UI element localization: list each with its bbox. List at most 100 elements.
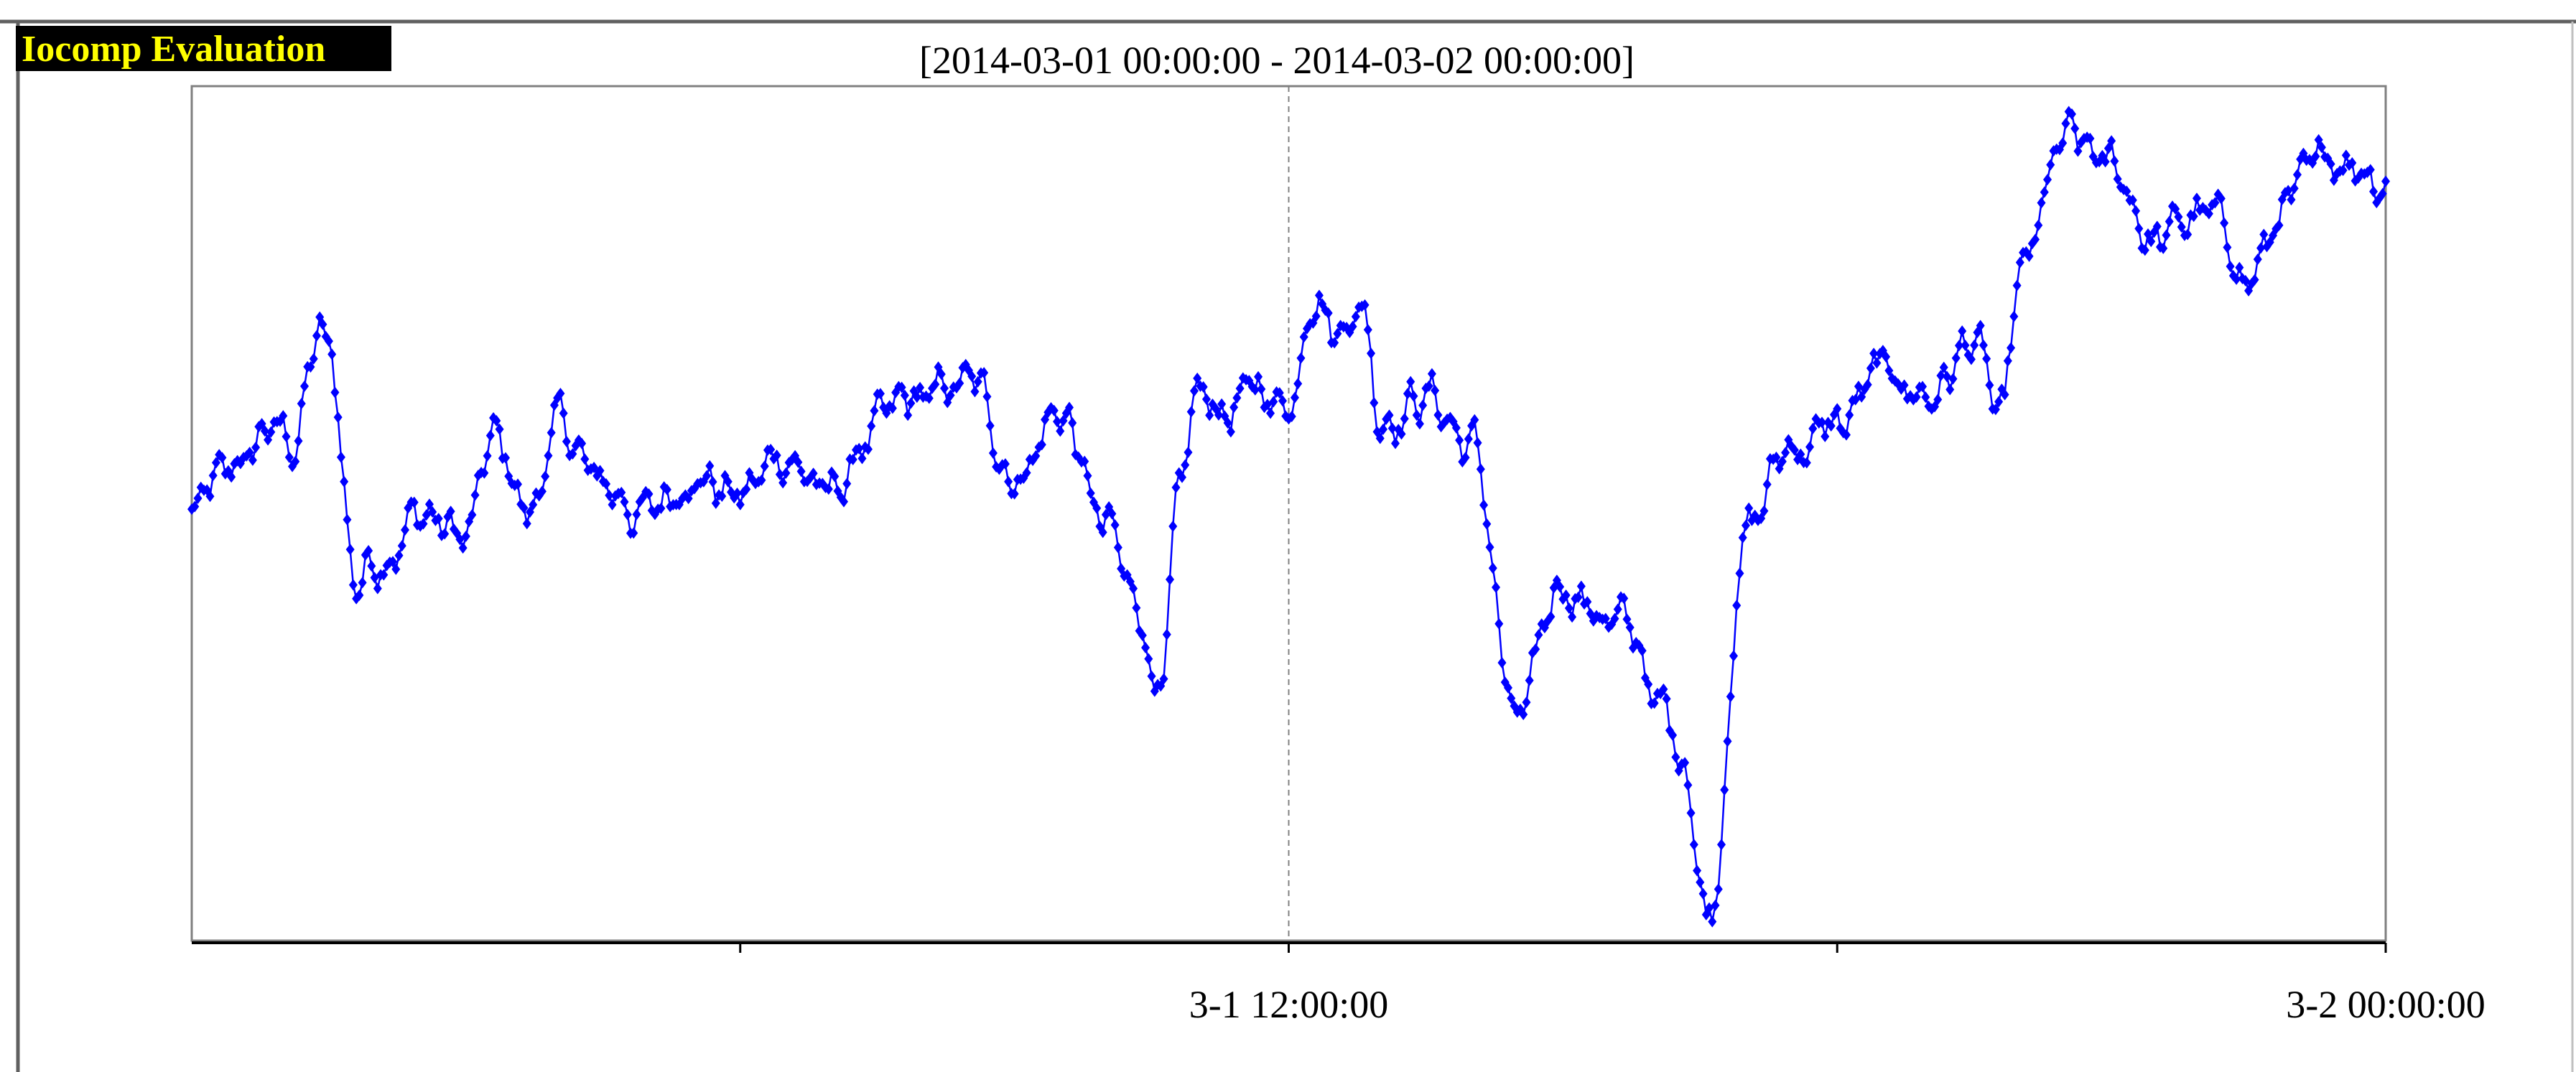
- data-point: [2070, 122, 2080, 134]
- data-point: [284, 451, 294, 463]
- data-point: [1080, 455, 1089, 467]
- data-point: [936, 368, 946, 381]
- data-point: [985, 419, 995, 432]
- data-point: [2292, 169, 2302, 181]
- data-point: [1933, 393, 1943, 406]
- data-point: [897, 381, 906, 393]
- data-point: [2159, 242, 2168, 254]
- data-point: [2046, 159, 2055, 171]
- data-point: [656, 503, 666, 515]
- data-point: [1698, 887, 1708, 900]
- data-point: [291, 455, 300, 467]
- data-point: [1958, 325, 1967, 337]
- data-point: [2067, 108, 2076, 120]
- data-point: [1418, 399, 1428, 411]
- data-point: [2007, 342, 2016, 354]
- data-point: [1330, 337, 1339, 349]
- data-point: [1556, 581, 1565, 593]
- data-point: [1808, 422, 1818, 434]
- data-point: [1391, 437, 1400, 449]
- data-point: [2134, 223, 2144, 235]
- data-point: [1000, 458, 1010, 470]
- data-point: [809, 467, 818, 480]
- data-point: [251, 442, 261, 454]
- data-point: [2171, 203, 2180, 215]
- data-point: [470, 489, 480, 501]
- data-point: [2289, 182, 2299, 195]
- data-point: [211, 457, 220, 469]
- data-point: [2183, 228, 2193, 241]
- data-point: [632, 508, 641, 521]
- data-point: [2204, 208, 2213, 220]
- data-point: [924, 392, 934, 404]
- data-point: [2311, 150, 2320, 162]
- data-point: [461, 530, 470, 542]
- series-layer: [187, 106, 2390, 928]
- data-point: [419, 518, 428, 530]
- watermark-background: [16, 26, 391, 71]
- data-point: [757, 474, 766, 486]
- data-point: [1759, 505, 1769, 517]
- data-point: [318, 318, 327, 330]
- data-point: [1531, 643, 1540, 656]
- data-point: [2259, 228, 2269, 241]
- data-point: [2037, 197, 2046, 209]
- data-point: [1610, 612, 1619, 625]
- data-point: [1568, 611, 1577, 623]
- data-point: [1482, 518, 1492, 530]
- data-point: [1385, 409, 1394, 421]
- data-point: [1138, 629, 1147, 641]
- data-point: [940, 382, 949, 394]
- data-point: [1863, 378, 1872, 391]
- data-point: [1031, 449, 1041, 462]
- data-point: [1068, 416, 1077, 429]
- data-point: [620, 496, 629, 508]
- data-point: [577, 437, 587, 449]
- data-point: [1525, 674, 1534, 686]
- data-point: [1576, 580, 1586, 592]
- data-point: [1400, 413, 1409, 425]
- data-point: [2189, 210, 2198, 223]
- data-point: [1900, 379, 1909, 391]
- data-point: [875, 388, 885, 400]
- data-point: [389, 556, 398, 568]
- data-point: [2073, 145, 2083, 157]
- data-point: [1841, 429, 1851, 441]
- data-point: [1790, 444, 1799, 456]
- data-point: [1918, 381, 1928, 393]
- data-point: [2113, 173, 2122, 185]
- data-point: [2101, 156, 2110, 168]
- data-point: [708, 476, 717, 488]
- chart-title: [2014-03-01 00:00:00 - 2014-03-02 00:00:…: [919, 39, 1635, 82]
- data-point: [2003, 355, 2012, 367]
- data-point: [717, 490, 727, 503]
- data-point: [1171, 481, 1181, 493]
- data-point: [522, 518, 531, 530]
- data-point: [1229, 401, 1239, 414]
- data-point: [282, 431, 291, 443]
- data-point: [401, 524, 410, 536]
- data-point: [343, 513, 352, 526]
- data-point: [1141, 641, 1150, 653]
- data-point: [2086, 132, 2095, 144]
- data-point: [394, 549, 404, 561]
- data-point: [662, 483, 671, 495]
- data-point: [1431, 384, 1440, 396]
- data-point: [428, 505, 437, 518]
- data-point: [340, 475, 349, 488]
- data-point: [1367, 348, 1376, 360]
- data-point: [409, 496, 419, 508]
- data-point: [1781, 447, 1790, 459]
- data-point: [2256, 242, 2266, 254]
- data-point: [778, 477, 788, 489]
- data-point: [1573, 591, 1583, 603]
- data-point: [1205, 409, 1214, 421]
- x-axis-tick-labels: 3-1 12:00:00 3-2 00:00:00: [1189, 983, 2486, 1026]
- data-point: [760, 460, 769, 472]
- data-point: [982, 391, 992, 403]
- data-point: [955, 377, 964, 389]
- data-point: [1717, 839, 1726, 851]
- data-point: [1732, 600, 1742, 612]
- data-point: [1833, 403, 1842, 415]
- data-point: [1954, 340, 1963, 352]
